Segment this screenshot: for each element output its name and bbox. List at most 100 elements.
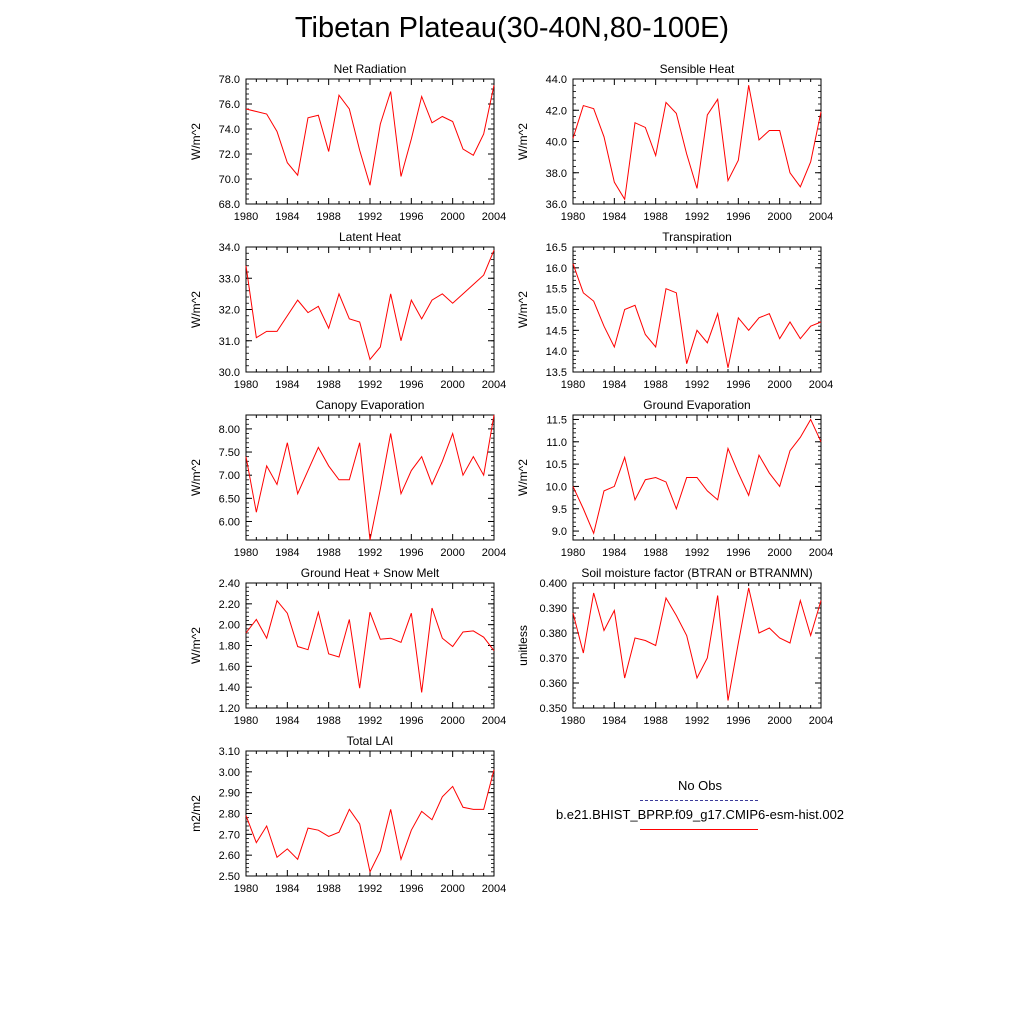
y-axis-label: unitless (516, 625, 530, 666)
x-tick-label: 1984 (602, 211, 626, 223)
plot-frame (245, 750, 495, 877)
y-tick-label: 6.50 (219, 493, 240, 505)
y-tick-label: 32.0 (219, 305, 240, 317)
y-tick-label: 72.0 (219, 149, 240, 161)
x-tick-label: 2004 (482, 547, 506, 559)
y-tick-label: 2.60 (219, 850, 240, 862)
series-line (245, 414, 495, 541)
y-tick-label: 30.0 (219, 367, 240, 379)
y-axis-label: W/m^2 (516, 459, 530, 496)
x-tick-label: 2000 (767, 379, 791, 391)
page-title: Tibetan Plateau(30-40N,80-100E) (294, 12, 730, 44)
y-tick-label: 0.360 (539, 678, 567, 690)
x-tick-label: 2000 (767, 211, 791, 223)
x-tick-label: 2004 (482, 211, 506, 223)
panel-title: Latent Heat (339, 230, 402, 244)
y-tick-label: 14.5 (546, 325, 567, 337)
y-tick-label: 44.0 (546, 74, 567, 86)
x-tick-label: 1992 (685, 211, 709, 223)
x-tick-label: 1996 (399, 715, 423, 727)
x-tick-label: 1996 (399, 547, 423, 559)
y-tick-label: 2.80 (219, 809, 240, 821)
y-tick-label: 7.50 (219, 447, 240, 459)
x-tick-label: 1996 (399, 883, 423, 895)
y-tick-label: 10.0 (546, 481, 567, 493)
x-tick-label: 1980 (234, 379, 258, 391)
x-tick-label: 1992 (358, 715, 382, 727)
x-tick-label: 1980 (234, 547, 258, 559)
y-tick-label: 2.20 (219, 599, 240, 611)
x-tick-label: 1992 (685, 379, 709, 391)
y-tick-label: 15.0 (546, 305, 567, 317)
y-tick-label: 14.0 (546, 346, 567, 358)
panel-title: Soil moisture factor (BTRAN or BTRANMN) (581, 566, 812, 580)
panel-soil-moisture-factor-btran-or-btranmn: Soil moisture factor (BTRAN or BTRANMN) 1… (516, 566, 833, 727)
y-tick-label: 76.0 (219, 99, 240, 111)
y-tick-label: 40.0 (546, 137, 567, 149)
y-tick-label: 7.00 (219, 470, 240, 482)
x-tick-label: 1980 (561, 211, 585, 223)
panel-sensible-heat: Sensible Heat 1980 1984 1988 1992 1996 2000 200… (516, 62, 833, 223)
x-tick-label: 1992 (358, 883, 382, 895)
y-tick-label: 13.5 (546, 367, 567, 379)
y-tick-label: 1.80 (219, 641, 240, 653)
x-tick-label: 1996 (726, 379, 750, 391)
panel-title: Canopy Evaporation (316, 398, 425, 412)
legend-obs-label: No Obs (677, 778, 723, 793)
y-tick-label: 2.50 (219, 871, 240, 883)
series-line (245, 249, 495, 361)
series-line (572, 85, 822, 201)
series-line (572, 587, 822, 701)
legend-model-label: b.e21.BHIST_BPRP.f09_g17.CMIP6-esm-hist.… (555, 807, 845, 822)
x-tick-label: 2004 (482, 883, 506, 895)
x-tick-label: 1988 (316, 715, 340, 727)
x-tick-label: 2000 (767, 715, 791, 727)
panel-canopy-evaporation: Canopy Evaporation 1980 1984 1988 1992 1996 20… (189, 398, 506, 559)
x-tick-label: 1996 (399, 379, 423, 391)
y-tick-label: 74.0 (219, 124, 240, 136)
y-tick-label: 6.00 (219, 516, 240, 528)
y-tick-label: 9.5 (552, 504, 567, 516)
x-tick-label: 1984 (275, 379, 299, 391)
x-tick-label: 2004 (809, 211, 833, 223)
x-tick-label: 1996 (399, 211, 423, 223)
panel-ground-evaporation: Ground Evaporation 1980 1984 1988 1992 1996 20… (516, 398, 833, 559)
x-tick-label: 1988 (316, 379, 340, 391)
legend-obs-line (640, 800, 758, 801)
x-tick-label: 2004 (482, 379, 506, 391)
panel-title: Ground Heat + Snow Melt (301, 566, 440, 580)
x-tick-label: 2000 (440, 715, 464, 727)
y-tick-label: 16.0 (546, 263, 567, 275)
y-tick-label: 3.10 (219, 746, 240, 758)
y-tick-label: 78.0 (219, 74, 240, 86)
x-tick-label: 2000 (440, 211, 464, 223)
x-tick-label: 2004 (809, 547, 833, 559)
x-tick-label: 2000 (440, 379, 464, 391)
y-tick-label: 0.380 (539, 628, 567, 640)
panel-total-lai: Total LAI 1980 1984 1988 1992 1996 2000 2004 2.5… (189, 734, 506, 895)
series-line (572, 418, 822, 535)
y-tick-label: 42.0 (546, 105, 567, 117)
y-tick-label: 31.0 (219, 336, 240, 348)
x-tick-label: 2004 (809, 379, 833, 391)
series-line (245, 769, 495, 874)
x-tick-label: 2000 (440, 883, 464, 895)
x-tick-label: 1980 (561, 715, 585, 727)
y-axis-label: W/m^2 (189, 459, 203, 496)
panel-latent-heat: Latent Heat 1980 1984 1988 1992 1996 2000 2004 3… (189, 230, 506, 391)
panel-transpiration: Transpiration 1980 1984 1988 1992 1996 2000 200… (516, 230, 833, 391)
x-tick-label: 2004 (482, 715, 506, 727)
y-tick-label: 2.40 (219, 578, 240, 590)
y-axis-label: W/m^2 (516, 291, 530, 328)
x-tick-label: 1988 (643, 379, 667, 391)
y-tick-label: 1.60 (219, 661, 240, 673)
